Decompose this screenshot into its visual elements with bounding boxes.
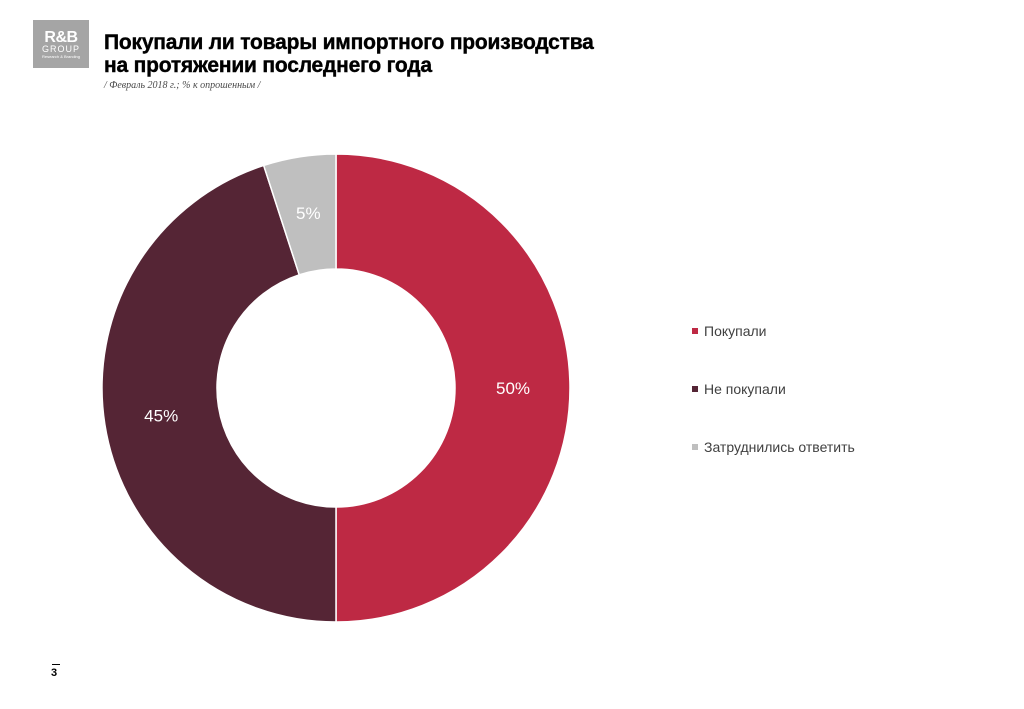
donut-slice-1 — [335, 153, 571, 623]
chart-title-line-2: на протяжении последнего года — [104, 54, 433, 77]
chart-title-line-1: Покупали ли товары импортного производст… — [104, 31, 594, 54]
legend-swatch-2 — [692, 386, 698, 392]
chart-title: Покупали ли товары импортного производст… — [104, 31, 594, 77]
legend-item-1: Покупали — [692, 322, 855, 380]
company-logo: R&B GROUP Research & Branding — [33, 20, 89, 68]
logo-sub-text: GROUP — [41, 44, 80, 54]
page-number: 3 — [51, 667, 58, 679]
legend-swatch-3 — [692, 444, 698, 450]
page-number-mark — [52, 664, 60, 665]
legend-swatch-1 — [692, 328, 698, 334]
slice-label-3: 5% — [296, 204, 321, 223]
legend-item-2: Не покупали — [692, 380, 855, 438]
chart-subtitle: / Февраль 2018 г.; % к опрошенным / — [104, 80, 261, 91]
legend-item-3: Затруднились ответить — [692, 438, 855, 496]
slice-label-2: 45% — [144, 407, 178, 426]
chart-legend: Покупали Не покупали Затруднились ответить — [692, 322, 855, 496]
legend-label-3: Затруднились ответить — [704, 439, 855, 455]
slice-label-1: 50% — [496, 379, 530, 398]
legend-label-2: Не покупали — [704, 381, 786, 397]
logo-main-text: R&B — [44, 29, 78, 46]
legend-label-1: Покупали — [704, 323, 767, 339]
logo-tagline: Research & Branding — [41, 54, 81, 59]
donut-slice-3 — [262, 153, 337, 276]
donut-slice-2 — [101, 164, 337, 623]
